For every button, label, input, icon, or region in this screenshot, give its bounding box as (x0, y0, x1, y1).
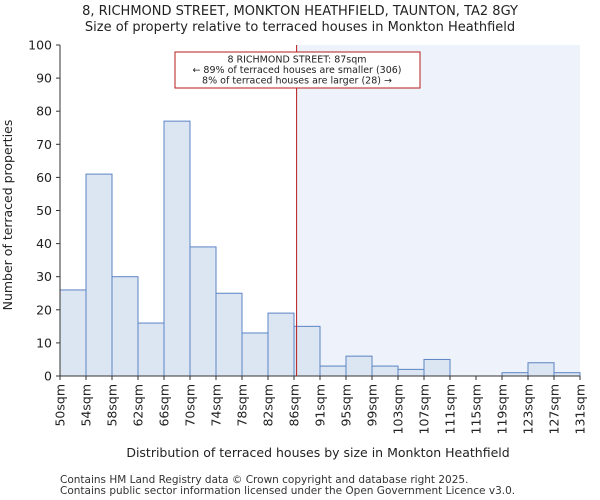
bar-58sqm (111, 276, 139, 377)
bar-70sqm (189, 246, 217, 377)
bar-91sqm (319, 365, 347, 377)
x-axis-label: Distribution of terraced houses by size … (126, 445, 509, 460)
x-tick-label: 62sqm (131, 384, 146, 427)
x-tick-label: 119sqm (495, 384, 510, 434)
annotation-line-3: 8% of terraced houses are larger (28) → (202, 76, 392, 87)
annotation-line-1: 8 RICHMOND STREET: 87sqm (227, 55, 366, 66)
bar-74sqm (215, 292, 243, 377)
x-tick-label: 74sqm (209, 384, 224, 427)
chart-title: 8, RICHMOND STREET, MONKTON HEATHFIELD, … (82, 4, 518, 19)
footer-licence: Contains public sector information licen… (60, 485, 516, 497)
bar-123sqm (527, 362, 555, 377)
x-tick-label: 82sqm (261, 384, 276, 427)
annotation-line-2: ← 89% of terraced houses are smaller (30… (192, 65, 401, 76)
x-tick-label: 78sqm (235, 384, 250, 427)
bar-103sqm (397, 368, 425, 377)
annotation-box: 8 RICHMOND STREET: 87sqm ← 89% of terrac… (174, 51, 421, 89)
x-tick-label: 103sqm (391, 384, 406, 434)
y-tick-label: 40 (36, 236, 52, 251)
y-tick-label: 90 (36, 71, 52, 86)
footer-copyright: Contains HM Land Registry data © Crown c… (60, 474, 469, 486)
x-tick-label: 107sqm (417, 384, 432, 434)
bar-82sqm (267, 312, 295, 377)
y-tick-label: 70 (36, 137, 52, 152)
x-tick-label: 54sqm (79, 384, 94, 427)
x-tick-label: 95sqm (339, 384, 354, 427)
y-tick-label: 30 (36, 269, 52, 284)
bar-62sqm (137, 322, 165, 377)
x-tick-label: 91sqm (313, 384, 328, 427)
x-tick-label: 127sqm (547, 384, 562, 434)
y-tick-label: 20 (36, 302, 52, 317)
y-tick-label: 0 (44, 369, 52, 384)
x-tick-label: 58sqm (105, 384, 120, 427)
bar-78sqm (241, 332, 269, 377)
chart-subtitle: Size of property relative to terraced ho… (84, 20, 516, 35)
y-tick-label: 100 (28, 38, 52, 53)
bar-54sqm (85, 173, 113, 377)
x-tick-label: 66sqm (157, 384, 172, 427)
x-tick-label: 86sqm (287, 384, 302, 427)
x-tick-label: 50sqm (53, 384, 68, 427)
bar-107sqm (423, 358, 451, 377)
x-tick-label: 111sqm (443, 384, 458, 434)
bar-99sqm (371, 365, 399, 377)
bar-86sqm (293, 325, 321, 377)
x-tick-label: 115sqm (469, 384, 484, 434)
bar-66sqm (163, 120, 191, 377)
x-tick-label: 131sqm (573, 384, 588, 434)
y-tick-label: 10 (36, 335, 52, 350)
x-tick-label: 99sqm (365, 384, 380, 427)
y-axis-label: Number of terraced properties (0, 120, 15, 311)
x-tick-label: 70sqm (183, 384, 198, 427)
larger-properties-region (296, 45, 580, 376)
y-tick-label: 60 (36, 170, 52, 185)
bar-95sqm (345, 355, 373, 377)
y-tick-label: 50 (36, 203, 52, 218)
x-tick-label: 123sqm (521, 384, 536, 434)
y-tick-label: 80 (36, 104, 52, 119)
bar-50sqm (59, 289, 87, 377)
